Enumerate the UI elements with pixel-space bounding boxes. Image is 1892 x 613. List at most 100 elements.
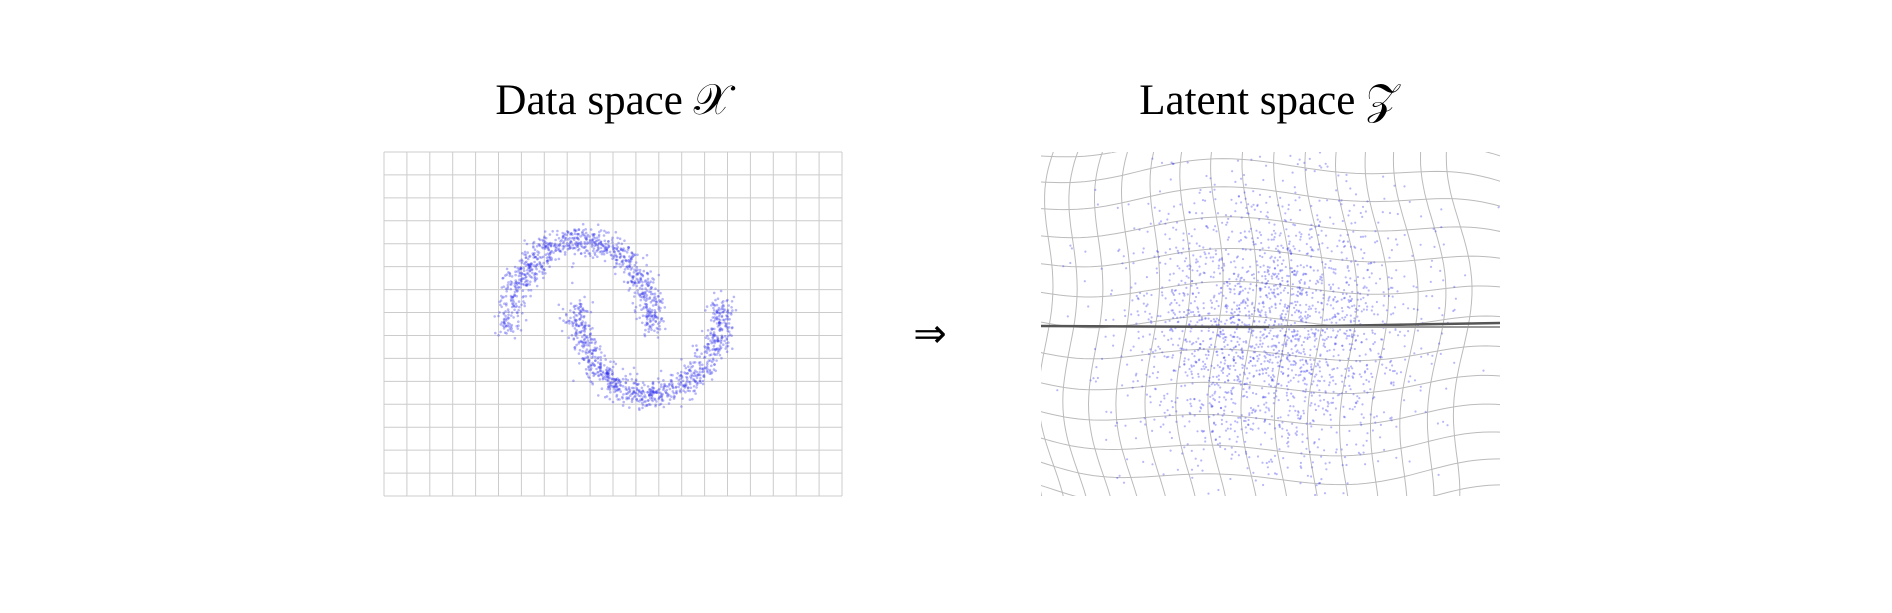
point: [593, 346, 597, 350]
point: [1223, 345, 1226, 348]
point: [608, 384, 612, 388]
point: [1273, 261, 1276, 264]
point: [1224, 322, 1227, 325]
grid-line: [1041, 281, 1500, 298]
grid-line: [1144, 152, 1166, 496]
point: [1404, 358, 1407, 361]
point: [1346, 266, 1349, 269]
point: [1233, 379, 1236, 382]
point: [1259, 295, 1262, 298]
point: [630, 392, 633, 396]
point: [1069, 261, 1072, 265]
point: [597, 246, 600, 250]
point: [1287, 381, 1290, 384]
point: [1105, 438, 1108, 441]
point: [679, 381, 683, 385]
point: [1277, 272, 1280, 275]
point: [524, 256, 528, 260]
point: [643, 394, 647, 397]
point: [636, 289, 639, 292]
point: [1343, 416, 1346, 419]
point: [633, 263, 637, 267]
point: [1282, 457, 1285, 460]
point: [607, 231, 610, 234]
point: [570, 233, 574, 236]
point: [1237, 293, 1240, 296]
point: [1208, 376, 1211, 379]
point: [1303, 336, 1307, 339]
point: [573, 348, 577, 351]
point: [1239, 285, 1242, 288]
point: [519, 329, 523, 332]
point: [591, 244, 594, 247]
point: [587, 366, 590, 369]
point: [1272, 229, 1276, 232]
point: [1159, 220, 1163, 223]
point: [1264, 311, 1267, 314]
point: [1272, 259, 1275, 262]
point: [636, 253, 639, 257]
point: [1218, 259, 1221, 262]
point: [660, 399, 664, 402]
point: [1268, 324, 1271, 327]
point: [591, 363, 594, 367]
point: [1224, 405, 1227, 408]
point: [682, 384, 685, 388]
point: [1295, 426, 1298, 429]
point: [1371, 305, 1374, 308]
point: [1138, 228, 1141, 231]
point: [1272, 284, 1276, 287]
point: [554, 249, 557, 252]
point: [1197, 337, 1200, 340]
point: [674, 385, 678, 389]
point: [647, 399, 650, 402]
point: [645, 283, 649, 286]
point: [522, 269, 526, 273]
point: [524, 280, 527, 284]
point: [655, 391, 658, 395]
point: [1334, 268, 1337, 271]
point: [1240, 414, 1243, 417]
point: [1359, 292, 1362, 295]
point: [1294, 300, 1297, 303]
point: [541, 270, 544, 274]
point: [1112, 334, 1115, 337]
point: [1197, 510, 1199, 512]
point: [593, 241, 596, 244]
point: [511, 296, 514, 299]
point: [653, 329, 656, 333]
point: [1204, 353, 1207, 356]
point: [722, 310, 725, 314]
point: [1309, 354, 1312, 357]
point: [1243, 383, 1246, 386]
point: [1381, 211, 1384, 214]
point: [544, 236, 548, 240]
point: [622, 393, 625, 396]
point: [502, 319, 506, 322]
point: [524, 283, 528, 287]
point: [560, 239, 563, 242]
point: [1383, 197, 1386, 200]
point: [1396, 243, 1399, 246]
point: [626, 392, 629, 396]
point: [1092, 377, 1095, 380]
point: [1362, 277, 1365, 280]
point: [1302, 266, 1305, 269]
point: [1286, 283, 1290, 286]
point: [592, 240, 596, 244]
point: [1320, 229, 1323, 232]
point: [1320, 375, 1323, 378]
point: [1295, 350, 1298, 353]
point: [714, 334, 717, 338]
point: [1321, 273, 1324, 276]
point: [1298, 249, 1301, 252]
point: [591, 355, 595, 358]
point: [1257, 427, 1260, 430]
point: [1256, 204, 1259, 208]
point: [1280, 384, 1283, 387]
point: [1268, 307, 1271, 310]
point: [524, 264, 528, 267]
point: [1168, 431, 1171, 434]
point: [1351, 375, 1354, 378]
point: [1295, 309, 1298, 312]
